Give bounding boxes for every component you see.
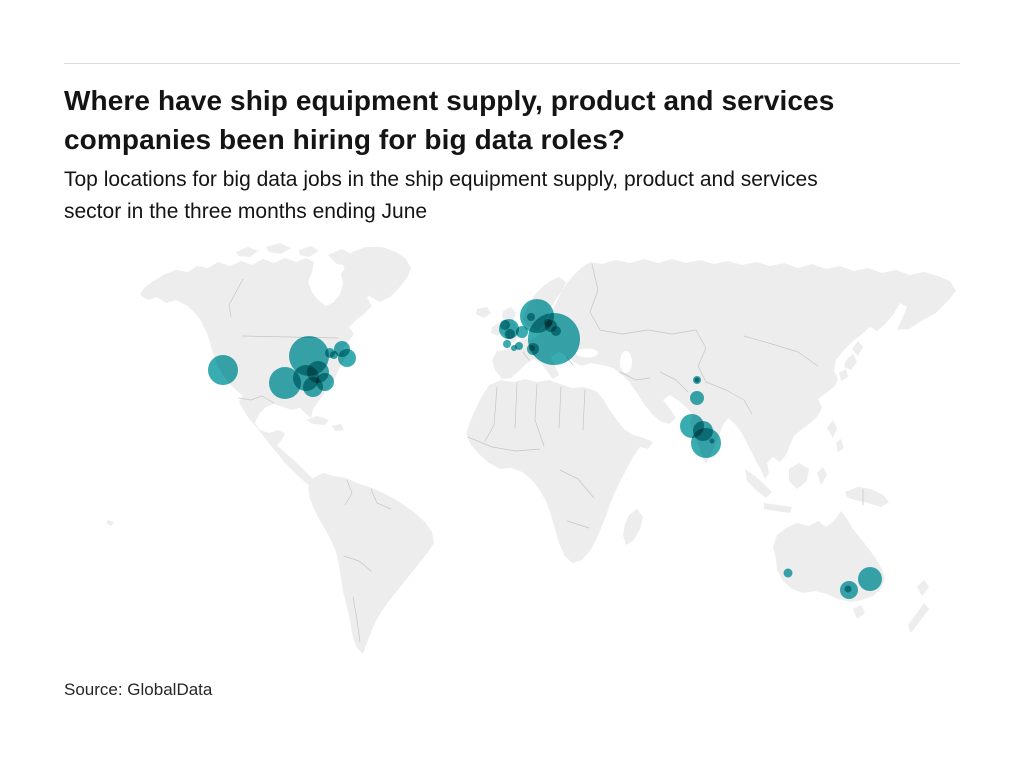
landmasses — [106, 243, 956, 654]
landmass-arctic-islands — [236, 243, 353, 266]
landmass-greenland — [342, 247, 411, 302]
landmass-tasmania — [853, 605, 865, 619]
landmass-africa — [466, 379, 653, 563]
border-africa-5 — [582, 389, 586, 431]
map-bubble — [694, 377, 700, 383]
map-bubble — [544, 319, 552, 327]
landmass-madagascar — [623, 509, 643, 545]
border-europe-1 — [522, 351, 530, 361]
map-bubble — [844, 585, 852, 593]
map-bubble — [858, 567, 882, 591]
landmass-south-america — [308, 473, 434, 654]
border-asia-5 — [743, 335, 819, 367]
map-bubble — [515, 342, 523, 350]
border-asia-1 — [589, 263, 601, 331]
border-africa-6 — [467, 436, 541, 452]
map-bubble — [690, 391, 704, 405]
landmass-new-zealand — [908, 580, 929, 633]
border-asia-4 — [705, 381, 753, 415]
source-attribution: Source: GlobalData — [64, 680, 213, 699]
map-bubble — [529, 345, 535, 351]
map-bubble — [691, 428, 721, 458]
map-bubble — [783, 568, 793, 578]
landmass-caribbean — [306, 416, 344, 431]
border-africa-2 — [514, 382, 518, 429]
border-alaska-canada — [228, 278, 244, 318]
map-bubble — [505, 329, 515, 339]
map-bubble — [527, 313, 535, 321]
black-sea — [576, 348, 598, 358]
map-bubble — [208, 355, 238, 385]
chart-subtitle: Top locations for big data jobs in the s… — [64, 168, 818, 223]
border-asia-3 — [695, 329, 707, 383]
landmass-indonesia — [745, 463, 827, 513]
map-bubble — [338, 349, 356, 367]
border-south-america-4 — [352, 596, 361, 643]
map-bubble — [503, 340, 511, 348]
border-africa-4 — [558, 386, 562, 429]
map-bubble — [709, 438, 715, 444]
map-bubble — [528, 313, 580, 365]
landmass-eurasia — [492, 259, 956, 479]
border-south-america-1 — [344, 479, 353, 506]
country-borders — [228, 263, 864, 643]
border-africa-8 — [566, 520, 590, 529]
landmass-japan — [839, 341, 863, 381]
landmass-new-guinea — [845, 487, 889, 507]
map-bubble — [500, 320, 510, 330]
landmass-australia — [773, 511, 885, 602]
border-us-canada — [241, 335, 339, 339]
border-asia-6 — [659, 371, 689, 393]
top-rule — [64, 63, 960, 64]
landmass-hawaii — [106, 520, 114, 526]
border-south-america-2 — [370, 488, 392, 510]
map-bubble — [516, 326, 528, 338]
map-bubble — [551, 326, 561, 336]
border-south-america-3 — [343, 555, 372, 572]
map-bubble — [269, 367, 301, 399]
border-africa-7 — [559, 469, 595, 499]
border-africa-1 — [484, 386, 498, 442]
map-bubble — [316, 373, 334, 391]
chart-title: Where have ship equipment supply, produc… — [64, 85, 835, 155]
border-asia-7 — [619, 371, 651, 381]
bubble-layer — [208, 299, 882, 599]
landmass-north-america — [140, 258, 380, 487]
landmass-philippines — [827, 420, 844, 452]
caspian-sea — [620, 351, 632, 373]
landmass-iceland — [476, 307, 491, 318]
border-us-mexico — [238, 395, 275, 404]
border-africa-3 — [534, 383, 545, 447]
border-asia-2 — [599, 329, 697, 335]
